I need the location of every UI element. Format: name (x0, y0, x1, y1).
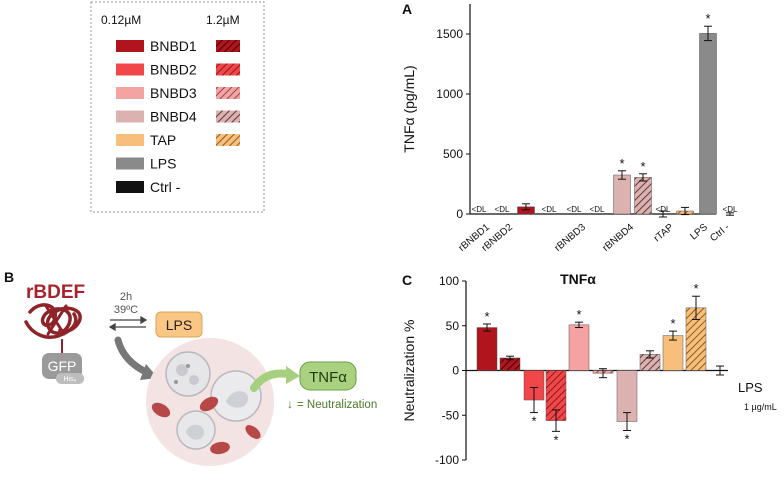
curved-arrow-icon (114, 336, 150, 376)
cells-illustration (151, 351, 262, 455)
y-axis-label: Neutralization % (401, 320, 417, 422)
panel-a: A 0 500 1000 1500 TNFα (pg/mL) <DL <DL <DL <DL <D… (401, 1, 738, 254)
green-arrow-icon (250, 369, 292, 392)
significance-mark: * (624, 431, 629, 446)
x-tick-label: rBNBD3 (553, 222, 589, 254)
significance-mark: * (484, 309, 489, 324)
legend-label: BNBD3 (150, 85, 197, 101)
y-tick-label: 0 (456, 207, 463, 221)
y-tick-label: 100 (439, 274, 459, 288)
tnf-box-label: TNFα (309, 369, 347, 386)
baseline-label: LPS (738, 380, 763, 395)
legend-swatch-low (116, 40, 144, 52)
legend-swatch-high (216, 87, 240, 99)
panel-b: B rBDEF GFP His₆ 2h 39ºC LPS (4, 269, 377, 466)
below-detection-label: <DL (723, 205, 738, 214)
below-detection-label: <DL (542, 205, 557, 214)
legend-high-conc-header: 1.2µM (206, 13, 240, 27)
legend-border (90, 1, 265, 213)
significance-mark: * (640, 159, 645, 174)
significance-mark: * (553, 432, 558, 447)
y-tick-label: 50 (446, 319, 460, 333)
baseline-sublabel: 1 µg/mL (744, 402, 777, 412)
below-detection-label: <DL (472, 205, 487, 214)
y-tick-label: 1500 (436, 27, 463, 41)
legend-swatch-high (216, 40, 240, 52)
exchange-arrows-icon (108, 315, 148, 332)
legend-swatch-low (116, 134, 144, 146)
down-arrow-icon: ↓ (287, 397, 293, 411)
panel-c-letter: C (402, 272, 412, 288)
legend-label: BNBD1 (150, 38, 197, 54)
rbdef-title: rBDEF (26, 282, 85, 303)
incubation-time: 2h (120, 291, 132, 303)
bar (613, 174, 631, 215)
below-detection-label: <DL (495, 205, 510, 214)
lps-box (155, 311, 203, 338)
x-tick-label: Ctrl - (708, 222, 732, 244)
his-tag (56, 373, 84, 384)
legend-swatch-high (216, 110, 240, 123)
his-tag-label: His₆ (64, 376, 77, 383)
y-axis-label: TNFα (pg/mL) (401, 65, 417, 152)
legend-swatch-low (116, 157, 144, 170)
gfp-label: GFP (48, 358, 77, 374)
bar (634, 177, 652, 215)
significance-mark: * (619, 156, 624, 171)
protein-icon (24, 303, 82, 339)
legend-swatch-low (116, 87, 144, 99)
bar (662, 335, 684, 371)
y-tick-label: 1000 (436, 87, 463, 101)
lps-box-label: LPS (166, 317, 192, 333)
gfp-tag (42, 353, 82, 379)
legend-label: BNBD2 (150, 62, 197, 78)
legend-low-conc-header: 0.12µM (101, 13, 141, 27)
legend-label: LPS (150, 156, 176, 172)
y-tick-label: 0 (452, 364, 459, 378)
y-tick-label: -100 (435, 453, 459, 467)
bar (568, 324, 590, 371)
legend-label: TAP (150, 132, 176, 148)
legend-label: BNBD4 (150, 109, 197, 125)
legend-swatch-low (116, 63, 144, 76)
legend-swatch-high (216, 134, 240, 146)
panel-a-letter: A (402, 1, 412, 17)
significance-mark: * (705, 11, 710, 26)
x-tick-label: rBNBD4 (601, 222, 637, 254)
green-arrow-head (286, 366, 300, 384)
panel-b-letter: B (4, 269, 14, 285)
neutralization-note: = Neutralization (297, 399, 377, 411)
panel-c-title: TNFα (560, 271, 596, 287)
below-detection-label: <DL (590, 205, 605, 214)
y-tick-label: -50 (442, 408, 460, 422)
legend-swatch-low (116, 181, 144, 193)
significance-mark: * (576, 307, 581, 322)
incubation-temp: 39ºC (114, 304, 138, 316)
legend-label: Ctrl - (150, 179, 181, 195)
tnf-box (299, 361, 357, 391)
legend-swatch-low (116, 110, 144, 123)
below-detection-label: <DL (656, 205, 671, 214)
bar (699, 33, 717, 215)
panel-c: C TNFα -100 -50 0 50 100 Neutralization % * * * *… (401, 271, 777, 467)
legend-swatch-high (216, 63, 240, 76)
x-tick-label: rTAP (652, 222, 676, 245)
below-detection-label: <DL (567, 205, 582, 214)
bar (476, 327, 498, 371)
significance-mark: * (670, 316, 675, 331)
legend: 0.12µM 1.2µM BNBD1 BNBD2 BNBD3 BNBD4 TAP LPS C… (90, 1, 265, 213)
y-tick-label: 500 (443, 147, 463, 161)
x-tick-label: LPS (688, 222, 710, 243)
significance-mark: * (531, 414, 536, 429)
significance-mark: * (693, 281, 698, 296)
